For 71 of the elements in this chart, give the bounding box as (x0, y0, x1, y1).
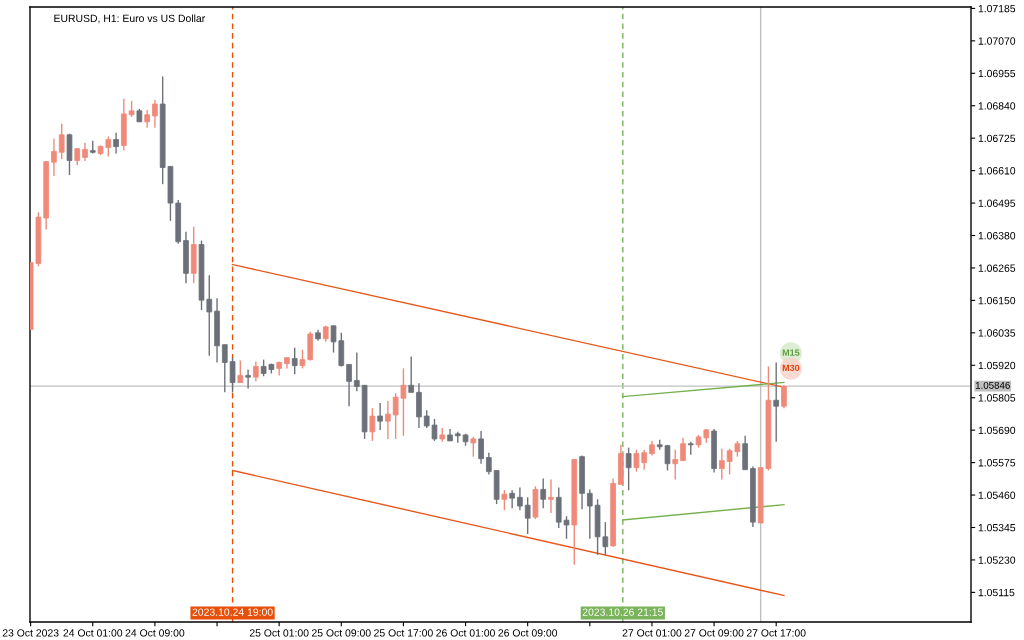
candlestick (253, 360, 259, 383)
candlestick (113, 132, 119, 155)
y-tick-label: 1.07185 (978, 4, 1016, 13)
ref-line-label: 1.05846 (975, 381, 1010, 389)
candlestick (633, 448, 640, 473)
candlestick (470, 436, 477, 458)
y-tick-label: 1.06725 (978, 134, 1016, 143)
y-tick-label: 1.05690 (978, 426, 1016, 435)
y-tick-label: 1.05805 (978, 394, 1016, 402)
y-tick-label: 1.06610 (978, 167, 1016, 175)
y-tick-label: 1.06035 (978, 329, 1016, 337)
x-tick-label: 25 Oct 09:00 (312, 629, 371, 637)
y-tick-label: 1.05920 (978, 361, 1016, 370)
candlestick (672, 448, 679, 481)
y-tick-label: 1.06265 (978, 264, 1016, 272)
candlestick (781, 384, 787, 409)
y-tick-label: 1.06150 (978, 296, 1016, 305)
candlestick (51, 138, 57, 177)
candlestick (773, 361, 780, 443)
candlestick (478, 430, 484, 465)
candlestick (229, 356, 236, 394)
candlestick (540, 477, 547, 510)
candlestick (369, 407, 376, 442)
y-tick-label: 1.06495 (978, 199, 1016, 207)
y-tick-label: 1.06955 (978, 69, 1016, 78)
candlestick (517, 486, 523, 511)
candlestick (354, 351, 360, 392)
candlestick (58, 123, 65, 161)
x-tick-label: 27 Oct 01:00 (622, 629, 682, 637)
y-tick-label: 1.05460 (978, 491, 1016, 499)
candlestick (377, 402, 383, 431)
annotation: M15 (782, 349, 800, 356)
candlestick (509, 489, 515, 510)
y-tick-label: 1.07070 (978, 37, 1016, 45)
candlestick (501, 489, 508, 511)
x-tick-label: 25 Oct 01:00 (249, 629, 309, 637)
y-tick-label: 1.06840 (978, 102, 1016, 110)
candlestick (346, 363, 352, 407)
x-tick-label: 23 Oct 2023 (2, 629, 59, 637)
text: EURUSD, H1: Euro vs US Dollar (54, 14, 206, 24)
candlestick (524, 496, 531, 535)
x-tick-label: 24 Oct 01:00 (63, 629, 123, 637)
x-tick-label: 26 Oct 01:00 (436, 629, 495, 637)
candlestick (719, 448, 725, 481)
ref-line-label: 2023.10.24 19:00 (192, 608, 273, 616)
candlestick (385, 400, 391, 440)
x-tick-label: 27 Oct 17:00 (746, 629, 806, 637)
x-tick-label: 24 Oct 09:00 (125, 629, 185, 637)
x-tick-label: 27 Oct 09:00 (684, 629, 744, 637)
ref-line-label: 2023.10.26 21:15 (582, 608, 663, 616)
candlestick (408, 355, 415, 394)
candlestick (625, 446, 632, 491)
candlestick (82, 141, 88, 162)
candlestick (486, 452, 492, 476)
x-tick-label: 26 Oct 09:00 (498, 629, 558, 637)
y-tick-label: 1.05345 (978, 523, 1016, 532)
candlestick (548, 478, 554, 514)
candlestick (291, 347, 298, 376)
candlestick (237, 359, 244, 384)
y-tick-label: 1.05575 (978, 459, 1016, 467)
candlestick (152, 99, 158, 129)
candlestick (641, 448, 647, 471)
y-tick-label: 1.06380 (978, 232, 1016, 240)
annotation: M30 (782, 364, 800, 372)
y-tick-label: 1.05115 (978, 588, 1015, 597)
candlestick (245, 368, 251, 390)
y-tick-label: 1.05230 (978, 556, 1016, 564)
candlestick (680, 437, 686, 462)
candlestick (221, 343, 228, 394)
x-tick-label: 25 Oct 17:00 (374, 629, 433, 637)
candlestick (586, 488, 593, 540)
